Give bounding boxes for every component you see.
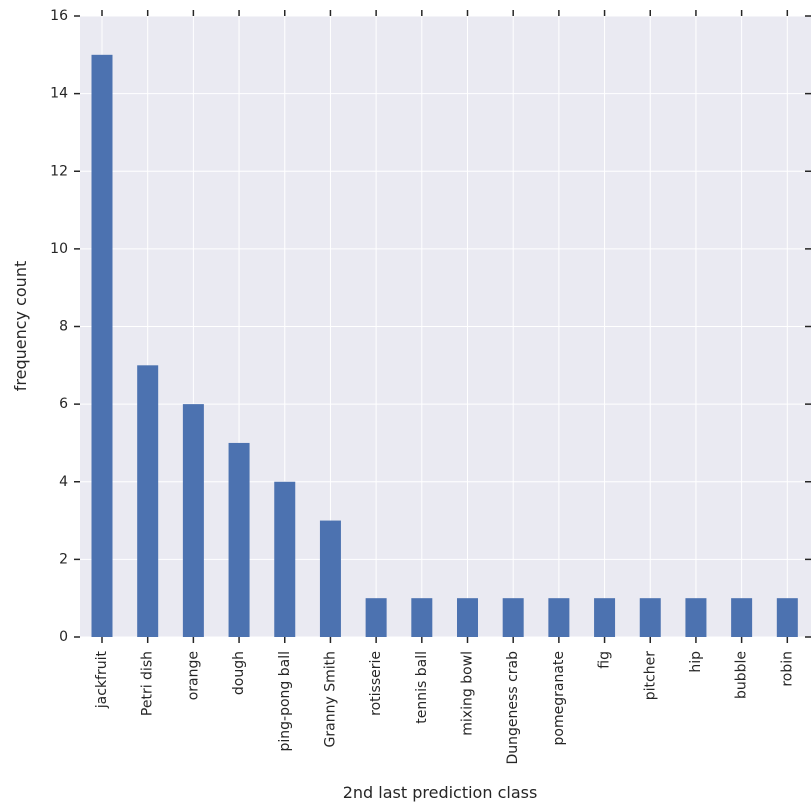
y-tick-label: 2 [59,551,68,567]
bar [274,481,296,637]
bar [91,54,113,637]
x-tick-label: mixing bowl [460,651,476,736]
bar [548,598,570,637]
bar [685,598,707,637]
x-tick-label: Granny Smith [322,651,338,747]
x-tick-label: pomegranate [551,651,567,745]
bar [137,365,159,637]
x-tick-label: dough [231,651,247,695]
x-tick-label: ping-pong ball [277,651,293,752]
x-tick-label: Dungeness crab [505,651,521,765]
x-tick-label: bubble [734,651,750,699]
y-tick-label: 8 [59,319,68,335]
x-tick-label: jackfruit [94,650,110,709]
y-tick-label: 12 [50,163,68,179]
bar [228,442,250,637]
x-tick-label: robin [779,651,795,687]
bar [365,598,387,637]
bar [502,598,524,637]
y-tick-label: 4 [59,474,68,490]
x-tick-labels: jackfruit Petri dish orange dough ping-pong … [94,650,795,764]
x-tick-label: pitcher [642,651,658,700]
bar [411,598,433,637]
y-tick-label: 10 [50,241,68,257]
bar [457,598,478,637]
bar [731,598,753,637]
bars [91,54,798,637]
y-axis-label: frequency count [11,261,30,391]
y-tick-label: 0 [59,629,68,645]
x-tick-label: orange [185,651,201,700]
x-axis-label: 2nd last prediction class [343,783,538,802]
x-tick-label: tennis ball [414,651,430,724]
y-tick-labels: 0 2 4 6 8 10 12 14 16 [50,8,68,645]
x-tick-label: rotisserie [368,651,384,716]
bar [182,404,204,637]
bar [319,520,341,637]
x-tick-label: hip [688,651,704,673]
x-tick-label: fig [597,651,613,669]
y-tick-label: 16 [50,8,68,24]
bar [639,598,661,637]
y-tick-label: 14 [50,86,68,102]
tick-marks [74,10,811,643]
x-tick-label: Petri dish [140,651,156,716]
bar [776,598,798,637]
y-tick-label: 6 [59,396,68,412]
bar [594,598,616,637]
